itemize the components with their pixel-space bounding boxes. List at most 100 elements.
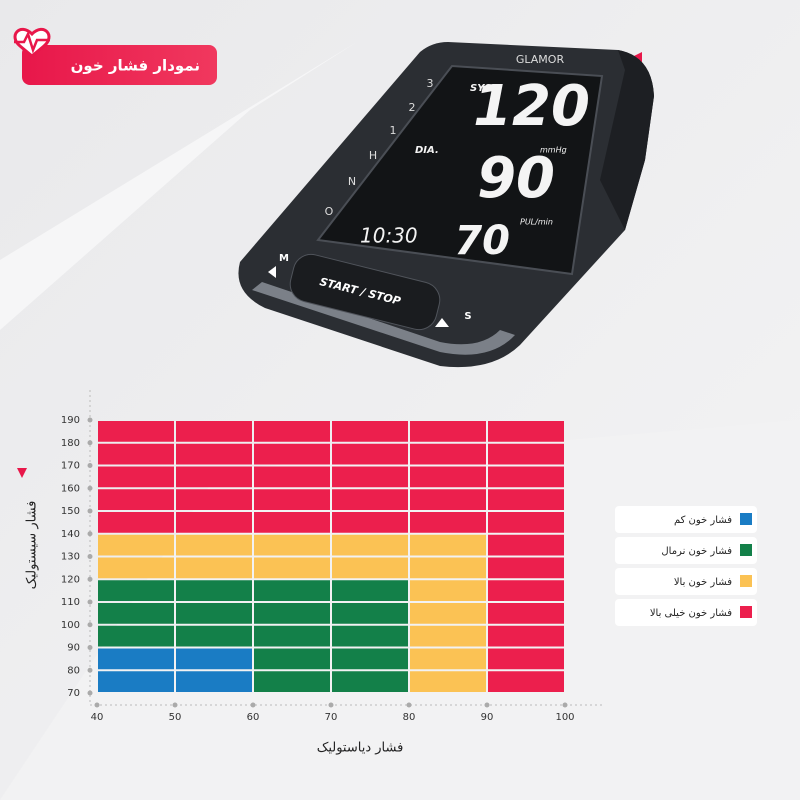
cell [176, 557, 252, 579]
lcd-sys: 120 [473, 74, 590, 139]
legend-label: فشار خون نرمال [661, 546, 732, 557]
legend-swatch [740, 575, 752, 587]
x-tick-mark [562, 702, 568, 708]
x-tick-label: 50 [169, 712, 182, 723]
device-scale-label: 3 [427, 77, 434, 90]
cell [332, 603, 408, 624]
decor-arrowhead [17, 468, 27, 478]
cell [98, 512, 174, 533]
legend-box [615, 599, 757, 626]
cell [410, 512, 486, 533]
cell [176, 534, 252, 556]
cell [488, 534, 564, 556]
x-tick-mark [484, 702, 490, 708]
cell [176, 603, 252, 624]
y-tick-label: 90 [67, 643, 80, 654]
device-scale-label: 1 [390, 124, 397, 137]
cell [410, 466, 486, 488]
y-tick-mark [87, 690, 93, 696]
x-tick-label: 90 [481, 712, 494, 723]
cell [176, 489, 252, 510]
cell [254, 671, 330, 692]
cell [410, 557, 486, 579]
cell [488, 580, 564, 601]
x-tick-mark [172, 702, 178, 708]
cell [254, 648, 330, 670]
x-tick-mark [94, 702, 100, 708]
y-tick-label: 150 [61, 506, 80, 517]
lcd-dia: 90 [477, 146, 555, 211]
cell [488, 489, 564, 510]
cell [410, 534, 486, 556]
x-tick-mark [328, 702, 334, 708]
cell [98, 443, 174, 465]
cell [98, 625, 174, 647]
legend-label: فشار خون کم [674, 515, 732, 526]
y-tick-mark [87, 599, 93, 605]
device-scale-label: H [369, 149, 377, 162]
cell [410, 580, 486, 601]
y-tick-mark [87, 645, 93, 650]
x-axis-title: فشار دیاستولیک [317, 741, 404, 756]
cell [332, 671, 408, 692]
cell [98, 534, 174, 556]
y-tick-mark [87, 417, 93, 423]
legend-box [615, 537, 757, 564]
y-tick-mark [87, 508, 93, 514]
lcd-unit: mmHg [540, 146, 567, 155]
heart-icon [13, 27, 51, 58]
cell [176, 443, 252, 465]
y-tick-mark [87, 463, 93, 468]
lcd-label: SYS. [470, 83, 495, 94]
cell [410, 625, 486, 647]
cell [254, 489, 330, 510]
y-tick-mark [87, 485, 93, 491]
cell [332, 534, 408, 556]
cell [254, 443, 330, 465]
cell [254, 421, 330, 442]
cell [98, 671, 174, 692]
y-tick-label: 70 [67, 688, 80, 699]
legend-swatch [740, 544, 752, 556]
cell [410, 603, 486, 624]
x-tick-mark [250, 702, 256, 708]
cell [332, 580, 408, 601]
x-tick-label: 70 [325, 712, 338, 723]
cell [254, 603, 330, 624]
cell [332, 421, 408, 442]
y-tick-label: 80 [67, 665, 80, 676]
x-tick-label: 40 [91, 712, 104, 723]
x-tick-label: 80 [403, 712, 416, 723]
cell [98, 648, 174, 670]
cell [332, 648, 408, 670]
device-scale-label: N [348, 175, 356, 188]
cell [176, 648, 252, 670]
cell [332, 466, 408, 488]
legend-swatch [740, 513, 752, 525]
cell [98, 489, 174, 510]
y-tick-label: 140 [61, 529, 80, 540]
cell [410, 671, 486, 692]
cell [488, 671, 564, 692]
y-tick-label: 160 [61, 483, 80, 494]
cell [176, 580, 252, 601]
cell [488, 443, 564, 465]
cell [488, 603, 564, 624]
cell [254, 557, 330, 579]
device-scale-label: O [325, 205, 334, 218]
y-tick-label: 120 [61, 574, 80, 585]
title: نمودار فشار خون [71, 57, 200, 75]
y-tick-label: 180 [61, 438, 80, 449]
cell [410, 489, 486, 510]
device-button-label: S [464, 311, 471, 322]
y-tick-mark [87, 622, 93, 628]
cell [488, 648, 564, 670]
cell [488, 557, 564, 579]
device-scale-label: 2 [409, 101, 416, 114]
lcd-time: 10:30 [360, 224, 418, 248]
cell [98, 580, 174, 601]
cell [176, 671, 252, 692]
cell [488, 625, 564, 647]
cell [332, 489, 408, 510]
